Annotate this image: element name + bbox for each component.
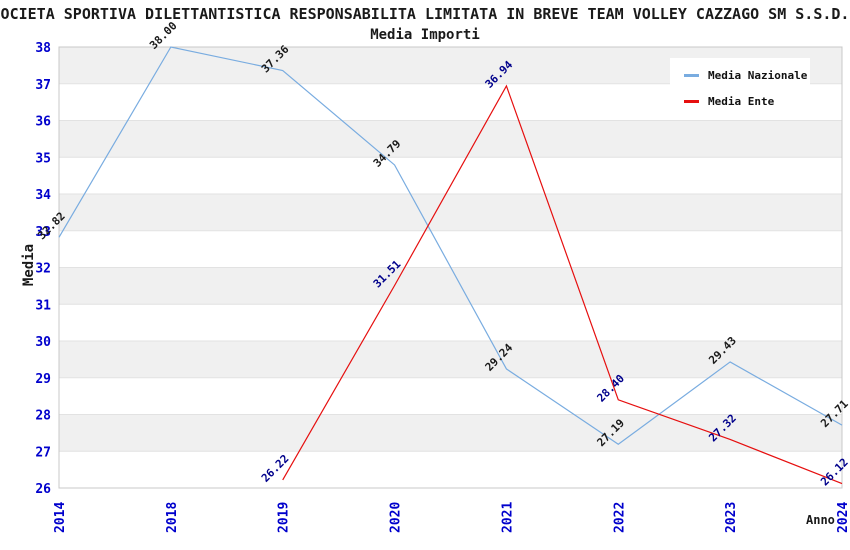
grid-band bbox=[59, 377, 842, 415]
chart-title: OCIETA SPORTIVA DILETTANTISTICA RESPONSA… bbox=[0, 5, 850, 23]
x-tick-label: 2019 bbox=[277, 502, 292, 533]
plot-border bbox=[58, 46, 843, 489]
media-nazionale-line-swatch bbox=[684, 73, 699, 77]
grid-band bbox=[59, 451, 842, 488]
x-tick-label: 2021 bbox=[500, 502, 515, 533]
y-tick-label: 37 bbox=[35, 78, 51, 93]
chart-subtitle: Media Importi bbox=[370, 27, 480, 43]
y-tick-label: 32 bbox=[35, 262, 51, 277]
legend-label-media-nazionale: Media Nazionale bbox=[708, 68, 808, 82]
grid-band bbox=[59, 304, 842, 341]
series-line-media-nazionale bbox=[58, 46, 843, 446]
grid-band bbox=[59, 267, 842, 305]
y-tick-label: 35 bbox=[35, 151, 51, 166]
y-tick-label: 31 bbox=[35, 298, 51, 313]
legend-item-media-ente: Media Ente bbox=[684, 91, 810, 111]
series-line-media-ente bbox=[282, 84, 843, 485]
y-tick-label: 38 bbox=[35, 41, 51, 56]
legend: Media Nazionale Media Ente bbox=[670, 58, 810, 115]
y-tick-label: 27 bbox=[35, 445, 51, 460]
media-ente-line-swatch bbox=[684, 99, 699, 103]
y-tick-label: 34 bbox=[35, 188, 51, 203]
x-tick-label: 2023 bbox=[724, 502, 739, 533]
grid-band bbox=[59, 157, 842, 194]
y-tick-label: 29 bbox=[35, 372, 51, 387]
grid-band bbox=[59, 194, 842, 231]
x-tick-label: 2014 bbox=[53, 502, 68, 533]
y-tick-label: 30 bbox=[35, 335, 51, 350]
legend-item-media-nazionale: Media Nazionale bbox=[684, 65, 810, 85]
grid-band bbox=[59, 230, 842, 268]
x-tick-label: 2022 bbox=[612, 502, 627, 533]
legend-label-media-ente: Media Ente bbox=[708, 94, 775, 108]
y-tick-label: 33 bbox=[35, 225, 51, 240]
grid-band bbox=[59, 120, 842, 158]
x-tick-label: 2024 bbox=[836, 502, 850, 533]
y-tick-label: 28 bbox=[35, 409, 51, 424]
x-tick-label: 2018 bbox=[165, 502, 180, 533]
x-axis-label: Anno bbox=[806, 513, 835, 527]
grid-band bbox=[59, 341, 842, 378]
x-tick-label: 2020 bbox=[389, 502, 404, 533]
y-tick-label: 26 bbox=[35, 482, 51, 497]
y-tick-label: 36 bbox=[35, 115, 51, 130]
